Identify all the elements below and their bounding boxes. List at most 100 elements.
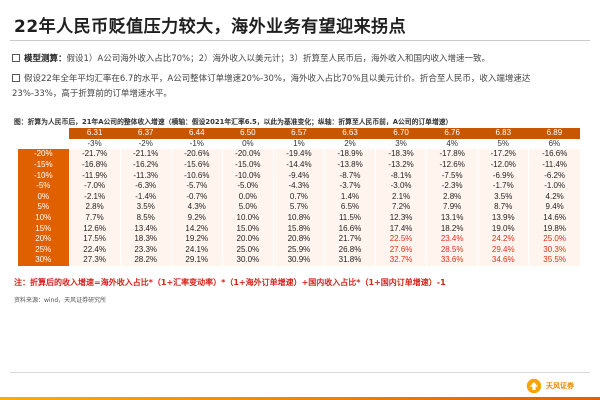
table-cell: -4.3%	[272, 180, 325, 192]
row-header: -5%	[18, 180, 70, 192]
brand-bottom-bar	[0, 397, 600, 400]
table-cell: 26.8%	[323, 244, 376, 256]
table-cell: 29.1%	[170, 255, 223, 266]
table-cell: 25.0%	[528, 233, 580, 245]
table-cell: 14.2%	[170, 223, 223, 234]
table-cell: -3.0%	[375, 180, 427, 192]
table-cell: 18.3%	[119, 233, 172, 245]
rate-header: 6.63	[324, 128, 376, 139]
table-cell: 25.0%	[221, 244, 274, 256]
table-cell: 28.2%	[119, 255, 172, 266]
table-cell: -2.1%	[68, 191, 121, 203]
table-cell: 32.7%	[375, 255, 427, 266]
change-header: -1%	[171, 138, 223, 150]
row-header: 0%	[18, 191, 70, 203]
row-header: 10%	[18, 212, 70, 224]
checkbox-bullet-icon	[12, 73, 20, 82]
table-cell: 10.8%	[272, 212, 325, 224]
table-cell: 0.7%	[272, 191, 325, 203]
row-header: -20%	[18, 149, 70, 160]
table-cell: 18.2%	[426, 223, 478, 234]
table-cell: 0.0%	[221, 191, 274, 203]
table-cell: 20.8%	[272, 233, 325, 245]
row-header: -10%	[18, 170, 70, 181]
table-cell: -19.4%	[272, 149, 325, 160]
table-row: -10% -11.9% -11.3% -10.6% -10.0% -9.4% -8.7% -8…	[18, 170, 580, 181]
table-cell: 25.9%	[272, 244, 325, 256]
table-cell: -3.7%	[323, 180, 376, 192]
bullet-model-assumption: 模型测算：假设1）A公司海外收入占比70%；2）海外收入以美元计；3）折算至人民…	[12, 52, 490, 67]
bullet-bold-label: 模型测算：	[24, 54, 67, 64]
row-header: -15%	[18, 159, 70, 171]
table-row: 5% 2.8% 3.5% 4.3% 5.0% 5.7% 6.5% 7.2% 7.9% 8.7% 9.…	[18, 202, 580, 213]
table-cell: 9.2%	[170, 212, 223, 224]
table-cell: 7.9%	[426, 202, 478, 213]
change-header: 3%	[375, 138, 427, 150]
sensitivity-table-body: 6.31 6.37 6.44 6.50 6.57 6.63 6.70 6.76 6.83 6.89…	[18, 128, 580, 266]
table-cell: 2.8%	[68, 202, 121, 213]
rate-header: 6.50	[222, 128, 274, 139]
table-cell: 22.5%	[375, 233, 427, 245]
table-cell: -9.4%	[272, 170, 325, 181]
table-cell: -1.7%	[477, 180, 529, 192]
table-cell: 29.4%	[477, 244, 529, 256]
change-header: 5%	[477, 138, 529, 150]
table-cell: -21.1%	[119, 149, 172, 160]
brand-name: 天风证券	[546, 382, 574, 390]
table-cell: 30.9%	[272, 255, 325, 266]
table-header-changes: -3% -2% -1% 0% 1% 2% 3% 4% 5% 6%	[18, 138, 580, 150]
table-row: 20% 17.5% 18.3% 19.2% 20.0% 20.8% 21.7% 22.5% 23…	[18, 233, 580, 245]
slide-title: 22年人民币贬值压力较大，海外业务有望迎来拐点	[14, 17, 407, 37]
table-cell: 19.0%	[477, 223, 529, 234]
change-header: 0%	[222, 138, 274, 150]
table-cell: -6.2%	[528, 170, 580, 181]
table-cell: 34.6%	[477, 255, 529, 266]
table-cell: 30.3%	[528, 244, 580, 256]
table-cell: 10.0%	[221, 212, 274, 224]
table-cell: 24.2%	[477, 233, 529, 245]
table-cell: 20.0%	[221, 233, 274, 245]
footer-divider	[10, 372, 590, 373]
table-cell: -13.2%	[375, 159, 427, 171]
table-cell: -14.4%	[272, 159, 325, 171]
table-cell: 28.5%	[426, 244, 478, 256]
table-cell: 13.4%	[119, 223, 172, 234]
table-cell: -20.6%	[170, 149, 223, 160]
row-header: 25%	[18, 244, 70, 256]
table-cell: -5.0%	[221, 180, 274, 192]
table-cell: 8.5%	[119, 212, 172, 224]
source-note: 资料来源：wind，天风证券研究所	[14, 297, 107, 304]
change-header: 2%	[324, 138, 376, 150]
table-cell: 3.5%	[119, 202, 172, 213]
table-cell: -16.2%	[119, 159, 172, 171]
table-cell: 27.3%	[68, 255, 121, 266]
table-cell: 6.5%	[323, 202, 376, 213]
table-cell: -17.2%	[477, 149, 529, 160]
table-cell: 7.7%	[68, 212, 121, 224]
table-cell: -2.3%	[426, 180, 478, 192]
change-header: 1%	[273, 138, 325, 150]
table-cell: 16.6%	[323, 223, 376, 234]
table-cell: 3.5%	[477, 191, 529, 203]
table-cell: 8.7%	[477, 202, 529, 213]
table-cell: 9.4%	[528, 202, 580, 213]
rate-header: 6.70	[375, 128, 427, 139]
table-cell: 24.1%	[170, 244, 223, 256]
table-corner	[18, 128, 70, 139]
table-header-rates: 6.31 6.37 6.44 6.50 6.57 6.63 6.70 6.76 6.83 6.89	[18, 128, 580, 139]
table-cell: -21.7%	[68, 149, 121, 160]
table-cell: -6.9%	[477, 170, 529, 181]
table-cell: -18.9%	[323, 149, 376, 160]
table-row: 30% 27.3% 28.2% 29.1% 30.0% 30.9% 31.8% 32.7% 33…	[18, 255, 580, 266]
change-header: -2%	[120, 138, 172, 150]
table-cell: 30.0%	[221, 255, 274, 266]
sensitivity-table: 6.31 6.37 6.44 6.50 6.57 6.63 6.70 6.76 6.83 6.89…	[18, 128, 580, 266]
brand-logo-icon	[526, 378, 542, 394]
row-header: 5%	[18, 202, 70, 213]
table-cell: 17.5%	[68, 233, 121, 245]
bullet-text: 假设22年全年平均汇率在6.7的水平，A公司整体订单增速20%-30%，海外收入…	[12, 74, 531, 99]
table-cell: 15.0%	[221, 223, 274, 234]
table-row: 10% 7.7% 8.5% 9.2% 10.0% 10.8% 11.5% 12.3% 13.1%…	[18, 212, 580, 224]
bullet-fx-assumption: 假设22年全年平均汇率在6.7的水平，A公司整体订单增速20%-30%，海外收入…	[12, 72, 572, 102]
table-cell: 21.7%	[323, 233, 376, 245]
